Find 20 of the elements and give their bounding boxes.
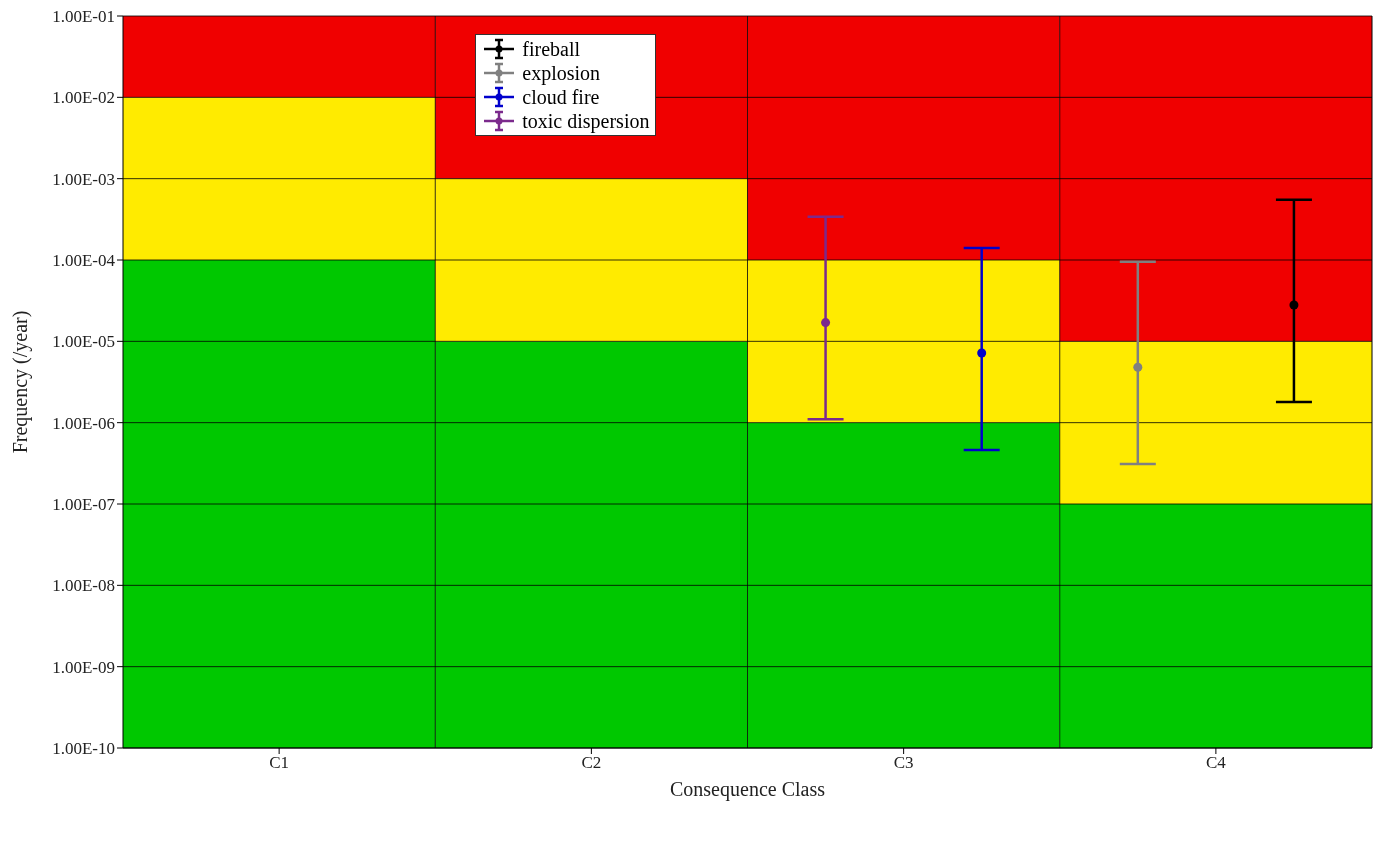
y-tick-label: 1.00E-07 bbox=[52, 495, 116, 515]
y-tick-label: 1.00E-06 bbox=[52, 413, 115, 433]
y-tick-label: 1.00E-04 bbox=[52, 251, 116, 271]
y-tick-label: 1.00E-10 bbox=[52, 739, 115, 759]
y-tick-label: 1.00E-03 bbox=[52, 169, 115, 189]
legend-label: cloud fire bbox=[522, 85, 600, 109]
legend-label: fireball bbox=[522, 37, 580, 61]
x-tick-label: C1 bbox=[269, 753, 290, 773]
legend-label: toxic dispersion bbox=[522, 109, 650, 133]
x-tick-label: C4 bbox=[1205, 753, 1227, 773]
x-axis-title: Consequence Class bbox=[670, 778, 826, 801]
y-tick-label: 1.00E-08 bbox=[52, 576, 115, 596]
y-tick-label: 1.00E-02 bbox=[52, 88, 115, 108]
y-tick-label: 1.00E-05 bbox=[52, 332, 115, 352]
x-tick-label: C2 bbox=[581, 753, 602, 773]
y-tick-label: 1.00E-09 bbox=[52, 657, 115, 677]
legend-label: explosion bbox=[522, 61, 601, 85]
x-tick-label: C3 bbox=[893, 753, 914, 773]
y-axis-title: Frequency (/year) bbox=[9, 310, 33, 454]
y-tick-label: 1.00E-01 bbox=[52, 7, 115, 27]
